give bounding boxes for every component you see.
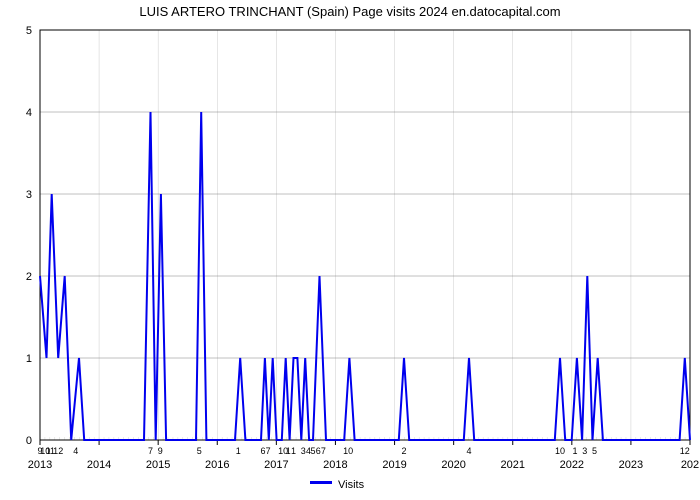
x-month-label: 5 (197, 446, 202, 456)
x-month-label: 5 (592, 446, 597, 456)
chart-title: LUIS ARTERO TRINCHANT (Spain) Page visit… (139, 4, 560, 19)
x-year-label: 2023 (619, 459, 643, 471)
x-month-label: 4 (73, 446, 78, 456)
y-tick-label: 4 (26, 107, 32, 119)
x-month-label: 4 (466, 446, 471, 456)
x-month-label: 10 (555, 446, 565, 456)
y-tick-label: 3 (26, 189, 32, 201)
x-year-label: 2021 (501, 459, 525, 471)
chart-svg: 0123452013201420152016201720182019202020… (0, 0, 700, 500)
x-month-label: 9 (158, 446, 163, 456)
x-year-label: 2014 (87, 459, 111, 471)
y-tick-label: 2 (26, 271, 32, 283)
x-year-label: 2020 (441, 459, 465, 471)
x-year-label: 202 (681, 459, 699, 471)
legend-label: Visits (338, 479, 365, 491)
x-month-label: 7 (148, 446, 153, 456)
x-year-label: 2017 (264, 459, 288, 471)
x-month-label: 12 (680, 446, 690, 456)
x-year-label: 2016 (205, 459, 229, 471)
x-month-label: 2 (401, 446, 406, 456)
visits-line-chart: 0123452013201420152016201720182019202020… (0, 0, 700, 500)
x-month-label: 2 (58, 446, 63, 456)
legend-swatch (310, 481, 332, 484)
x-month-label: 1 (236, 446, 241, 456)
x-month-label: 7 (321, 446, 326, 456)
x-month-label: 1 (572, 446, 577, 456)
x-month-label: 1 (291, 446, 296, 456)
x-month-label: 3 (582, 446, 587, 456)
y-tick-label: 5 (26, 25, 32, 37)
x-year-label: 2022 (560, 459, 584, 471)
y-tick-label: 0 (26, 435, 32, 447)
x-month-label: 10 (343, 446, 353, 456)
x-year-label: 2013 (28, 459, 52, 471)
x-year-label: 2018 (323, 459, 347, 471)
x-year-label: 2015 (146, 459, 170, 471)
y-tick-label: 1 (26, 353, 32, 365)
x-month-label: 7 (266, 446, 271, 456)
x-year-label: 2019 (382, 459, 406, 471)
